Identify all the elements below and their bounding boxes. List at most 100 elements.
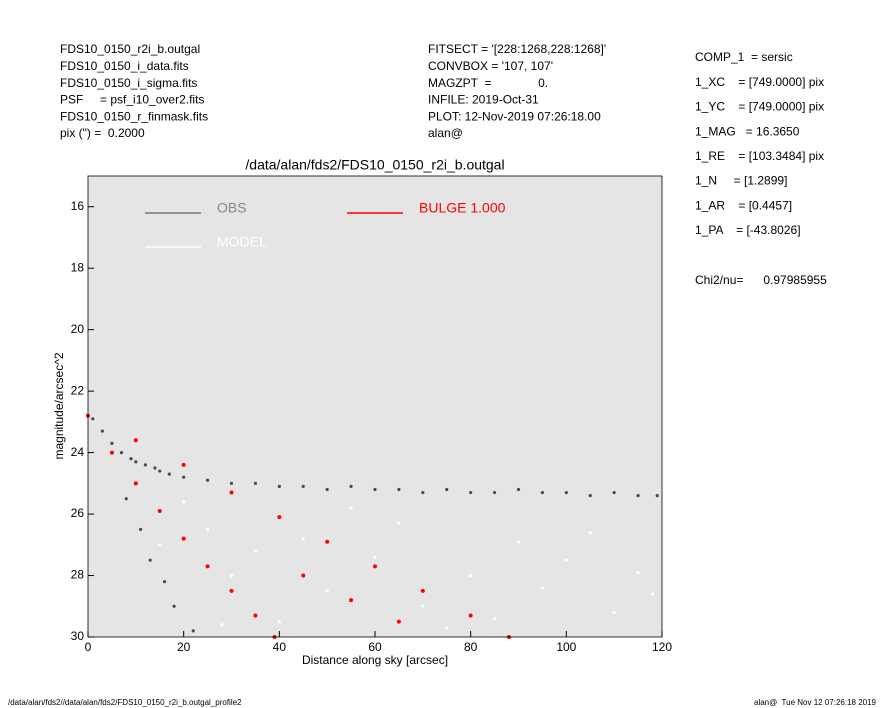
fit-parameter: 1_PA = [-43.8026] [695,223,801,237]
data-point [564,558,568,562]
data-point [134,460,138,464]
header-center-line: PLOT: 12-Nov-2019 07:26:18.00 [428,109,601,123]
fit-parameter: 1_XC = [749.0000] pix [695,75,824,89]
fit-parameter: Chi2/nu= 0.97985955 [695,273,827,287]
header-left-line: PSF = psf_i10_over2.fits [60,93,204,107]
x-tick-label: 80 [464,640,478,654]
y-tick-label: 30 [71,629,85,643]
data-point [349,598,354,603]
data-point [397,521,401,525]
fit-parameter: 1_MAG = 16.3650 [695,124,800,138]
data-point [301,573,306,578]
legend-label: OBS [217,200,247,216]
fit-parameter: 1_N = [1.2899] [695,174,787,188]
x-tick-label: 40 [273,640,287,654]
footer-right: alan@ Tue Nov 12 07:26:18 2019 [754,698,877,707]
y-tick-label: 24 [71,445,85,459]
data-point [492,490,497,495]
data-point [301,537,305,541]
data-point [650,592,655,596]
data-point [205,527,210,532]
y-tick-label: 16 [71,199,85,213]
y-tick-label: 28 [71,568,85,582]
data-point [157,508,162,513]
data-point [516,487,521,492]
data-point [492,616,497,621]
data-point [588,494,592,498]
data-point [158,543,162,547]
data-point [229,588,234,593]
data-point [91,417,95,421]
data-point [421,604,425,608]
footer-left: /data/alan/fds2//data/alan/fds2/FDS10_01… [8,698,242,707]
data-point [636,570,640,575]
data-point [182,500,186,504]
data-point [229,481,234,485]
header-left-line: FDS10_0150_i_sigma.fits [60,76,197,90]
header-left-line: FDS10_0150_r2i_b.outgal [60,42,200,56]
data-point [229,573,234,578]
x-tick-label: 120 [652,640,672,654]
fit-parameter: 1_RE = [103.3484] pix [695,149,824,163]
data-point [373,487,377,492]
data-point [516,540,521,544]
data-point [588,530,592,535]
header-center-line: CONVBOX = '107, 107' [428,59,553,73]
data-point [109,450,114,455]
data-point [396,619,401,624]
data-point [205,478,210,482]
data-point [181,536,186,541]
fit-parameter: 1_YC = [749.0000] pix [695,100,824,114]
data-point [612,490,616,495]
data-point [153,466,157,470]
data-point [191,629,195,633]
y-tick-label: 26 [71,506,85,520]
data-point [445,626,449,630]
data-point [181,462,186,467]
header-center-line: FITSECT = '[228:1268,228:1268]' [428,42,606,56]
data-point [139,527,143,532]
data-point [373,564,377,569]
data-point [110,441,114,445]
data-point [349,506,353,510]
data-point [229,490,234,495]
y-axis-label: magnitude/arcsec^2 [52,352,66,459]
data-point [100,429,104,433]
header-left-line: FDS10_0150_r_finmask.fits [60,109,208,123]
data-point [468,613,473,618]
legend-label: MODEL [217,234,267,250]
data-point [540,586,545,590]
data-point [397,487,401,492]
data-point [636,494,640,498]
data-point [143,463,147,467]
data-point [119,451,124,455]
fit-parameter: COMP_1 = sersic [695,50,793,64]
data-point [220,623,224,627]
data-point [301,484,305,489]
header-left-line: FDS10_0150_i_data.fits [60,59,189,73]
data-point [277,484,281,489]
data-point [325,487,329,492]
header-center-line: alan@ [428,126,463,140]
data-point [205,564,210,569]
y-tick-label: 20 [71,322,85,336]
data-point [612,610,616,615]
data-point [420,588,425,593]
data-point [655,494,659,498]
data-point [373,555,377,559]
data-point [129,457,133,461]
data-point [325,589,329,593]
data-point [133,481,138,486]
data-point [421,490,425,495]
header-center-line: MAGZPT = 0. [428,76,548,90]
data-point [540,490,545,495]
data-point [469,573,473,578]
x-tick-label: 60 [368,640,382,654]
y-tick-label: 18 [71,260,85,274]
data-point [445,487,449,492]
x-tick-label: 20 [177,640,191,654]
data-point [253,481,258,485]
chart-title: /data/alan/fds2/FDS10_0150_r2i_b.outgal [245,157,504,173]
data-point [182,475,186,479]
